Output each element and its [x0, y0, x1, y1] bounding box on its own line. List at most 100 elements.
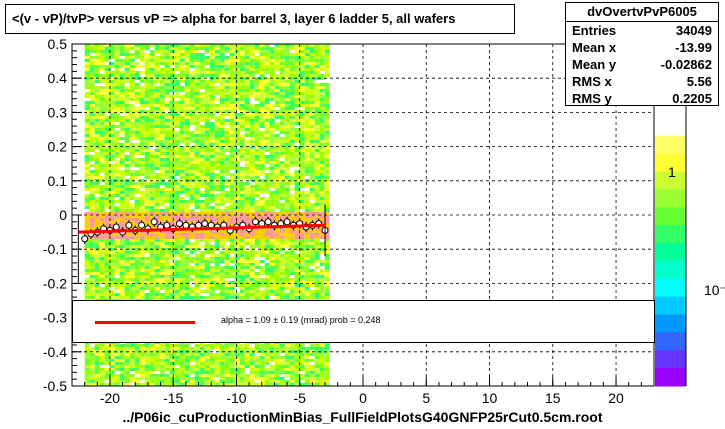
- heatmap-cell: [324, 209, 330, 212]
- heatmap-cell: [309, 257, 315, 260]
- heatmap-cell: [109, 173, 115, 176]
- heatmap-cell: [264, 215, 270, 218]
- heatmap-cell: [104, 110, 110, 113]
- heatmap-cell: [254, 215, 260, 218]
- heatmap-cell: [104, 170, 110, 173]
- heatmap-cell: [149, 68, 155, 71]
- heatmap-cell: [244, 293, 250, 296]
- heatmap-cell: [324, 281, 330, 284]
- heatmap-cell: [269, 152, 275, 155]
- heatmap-cell: [274, 344, 280, 347]
- heatmap-cell: [139, 359, 145, 362]
- heatmap-cell: [164, 365, 170, 368]
- heatmap-cell: [254, 278, 260, 281]
- heatmap-cell: [194, 110, 200, 113]
- heatmap-cell: [149, 260, 155, 263]
- heatmap-cell: [159, 347, 165, 350]
- heatmap-cell: [219, 359, 225, 362]
- heatmap-cell: [299, 362, 305, 365]
- heatmap-cell: [244, 254, 250, 257]
- heatmap-cell: [254, 71, 260, 74]
- heatmap-cell: [249, 50, 255, 53]
- heatmap-cell: [314, 233, 320, 236]
- heatmap-cell: [324, 248, 330, 251]
- heatmap-cell: [194, 236, 200, 239]
- heatmap-cell: [279, 233, 285, 236]
- heatmap-cell: [174, 215, 180, 218]
- heatmap-cell: [159, 278, 165, 281]
- heatmap-cell: [199, 86, 205, 89]
- heatmap-cell: [184, 182, 190, 185]
- heatmap-cell: [204, 164, 210, 167]
- heatmap-cell: [249, 143, 255, 146]
- heatmap-cell: [134, 170, 140, 173]
- heatmap-cell: [204, 98, 210, 101]
- heatmap-cell: [249, 254, 255, 257]
- heatmap-cell: [214, 65, 220, 68]
- heatmap-cell: [284, 95, 290, 98]
- heatmap-cell: [154, 224, 160, 227]
- heatmap-cell: [314, 89, 320, 92]
- heatmap-cell: [89, 239, 95, 242]
- heatmap-cell: [99, 206, 105, 209]
- heatmap-cell: [119, 161, 125, 164]
- heatmap-cell: [284, 353, 290, 356]
- heatmap-cell: [204, 113, 210, 116]
- heatmap-cell: [104, 353, 110, 356]
- heatmap-cell: [214, 92, 220, 95]
- heatmap-cell: [149, 74, 155, 77]
- heatmap-cell: [264, 344, 270, 347]
- heatmap-cell: [159, 59, 165, 62]
- heatmap-cell: [129, 197, 135, 200]
- heatmap-cell: [94, 188, 100, 191]
- heatmap-cell: [269, 221, 275, 224]
- heatmap-cell: [229, 257, 235, 260]
- heatmap-cell: [209, 188, 215, 191]
- heatmap-cell: [234, 104, 240, 107]
- heatmap-cell: [249, 146, 255, 149]
- heatmap-cell: [269, 185, 275, 188]
- heatmap-cell: [299, 119, 305, 122]
- heatmap-cell: [154, 272, 160, 275]
- heatmap-cell: [119, 281, 125, 284]
- heatmap-cell: [169, 47, 175, 50]
- heatmap-cell: [259, 71, 265, 74]
- heatmap-cell: [164, 263, 170, 266]
- heatmap-cell: [89, 278, 95, 281]
- heatmap-cell: [219, 242, 225, 245]
- heatmap-cell: [234, 353, 240, 356]
- heatmap-cell: [284, 257, 290, 260]
- heatmap-cell: [84, 80, 90, 83]
- heatmap-cell: [234, 257, 240, 260]
- heatmap-cell: [224, 47, 230, 50]
- heatmap-cell: [239, 197, 245, 200]
- heatmap-cell: [189, 44, 195, 47]
- heatmap-cell: [324, 224, 330, 227]
- heatmap-cell: [319, 233, 325, 236]
- heatmap-cell: [229, 173, 235, 176]
- heatmap-cell: [129, 347, 135, 350]
- heatmap-cell: [134, 173, 140, 176]
- heatmap-cell: [319, 176, 325, 179]
- heatmap-cell: [239, 143, 245, 146]
- heatmap-cell: [244, 194, 250, 197]
- heatmap-cell: [324, 206, 330, 209]
- heatmap-cell: [184, 188, 190, 191]
- heatmap-cell: [234, 218, 240, 221]
- heatmap-cell: [224, 110, 230, 113]
- heatmap-cell: [254, 242, 260, 245]
- heatmap-cell: [84, 284, 90, 287]
- heatmap-cell: [184, 128, 190, 131]
- heatmap-cell: [274, 290, 280, 293]
- heatmap-cell: [89, 59, 95, 62]
- heatmap-cell: [179, 56, 185, 59]
- heatmap-cell: [199, 59, 205, 62]
- heatmap-cell: [109, 164, 115, 167]
- heatmap-cell: [229, 68, 235, 71]
- heatmap-cell: [154, 98, 160, 101]
- heatmap-cell: [169, 248, 175, 251]
- heatmap-cell: [269, 89, 275, 92]
- heatmap-cell: [134, 143, 140, 146]
- heatmap-cell: [224, 284, 230, 287]
- heatmap-cell: [219, 149, 225, 152]
